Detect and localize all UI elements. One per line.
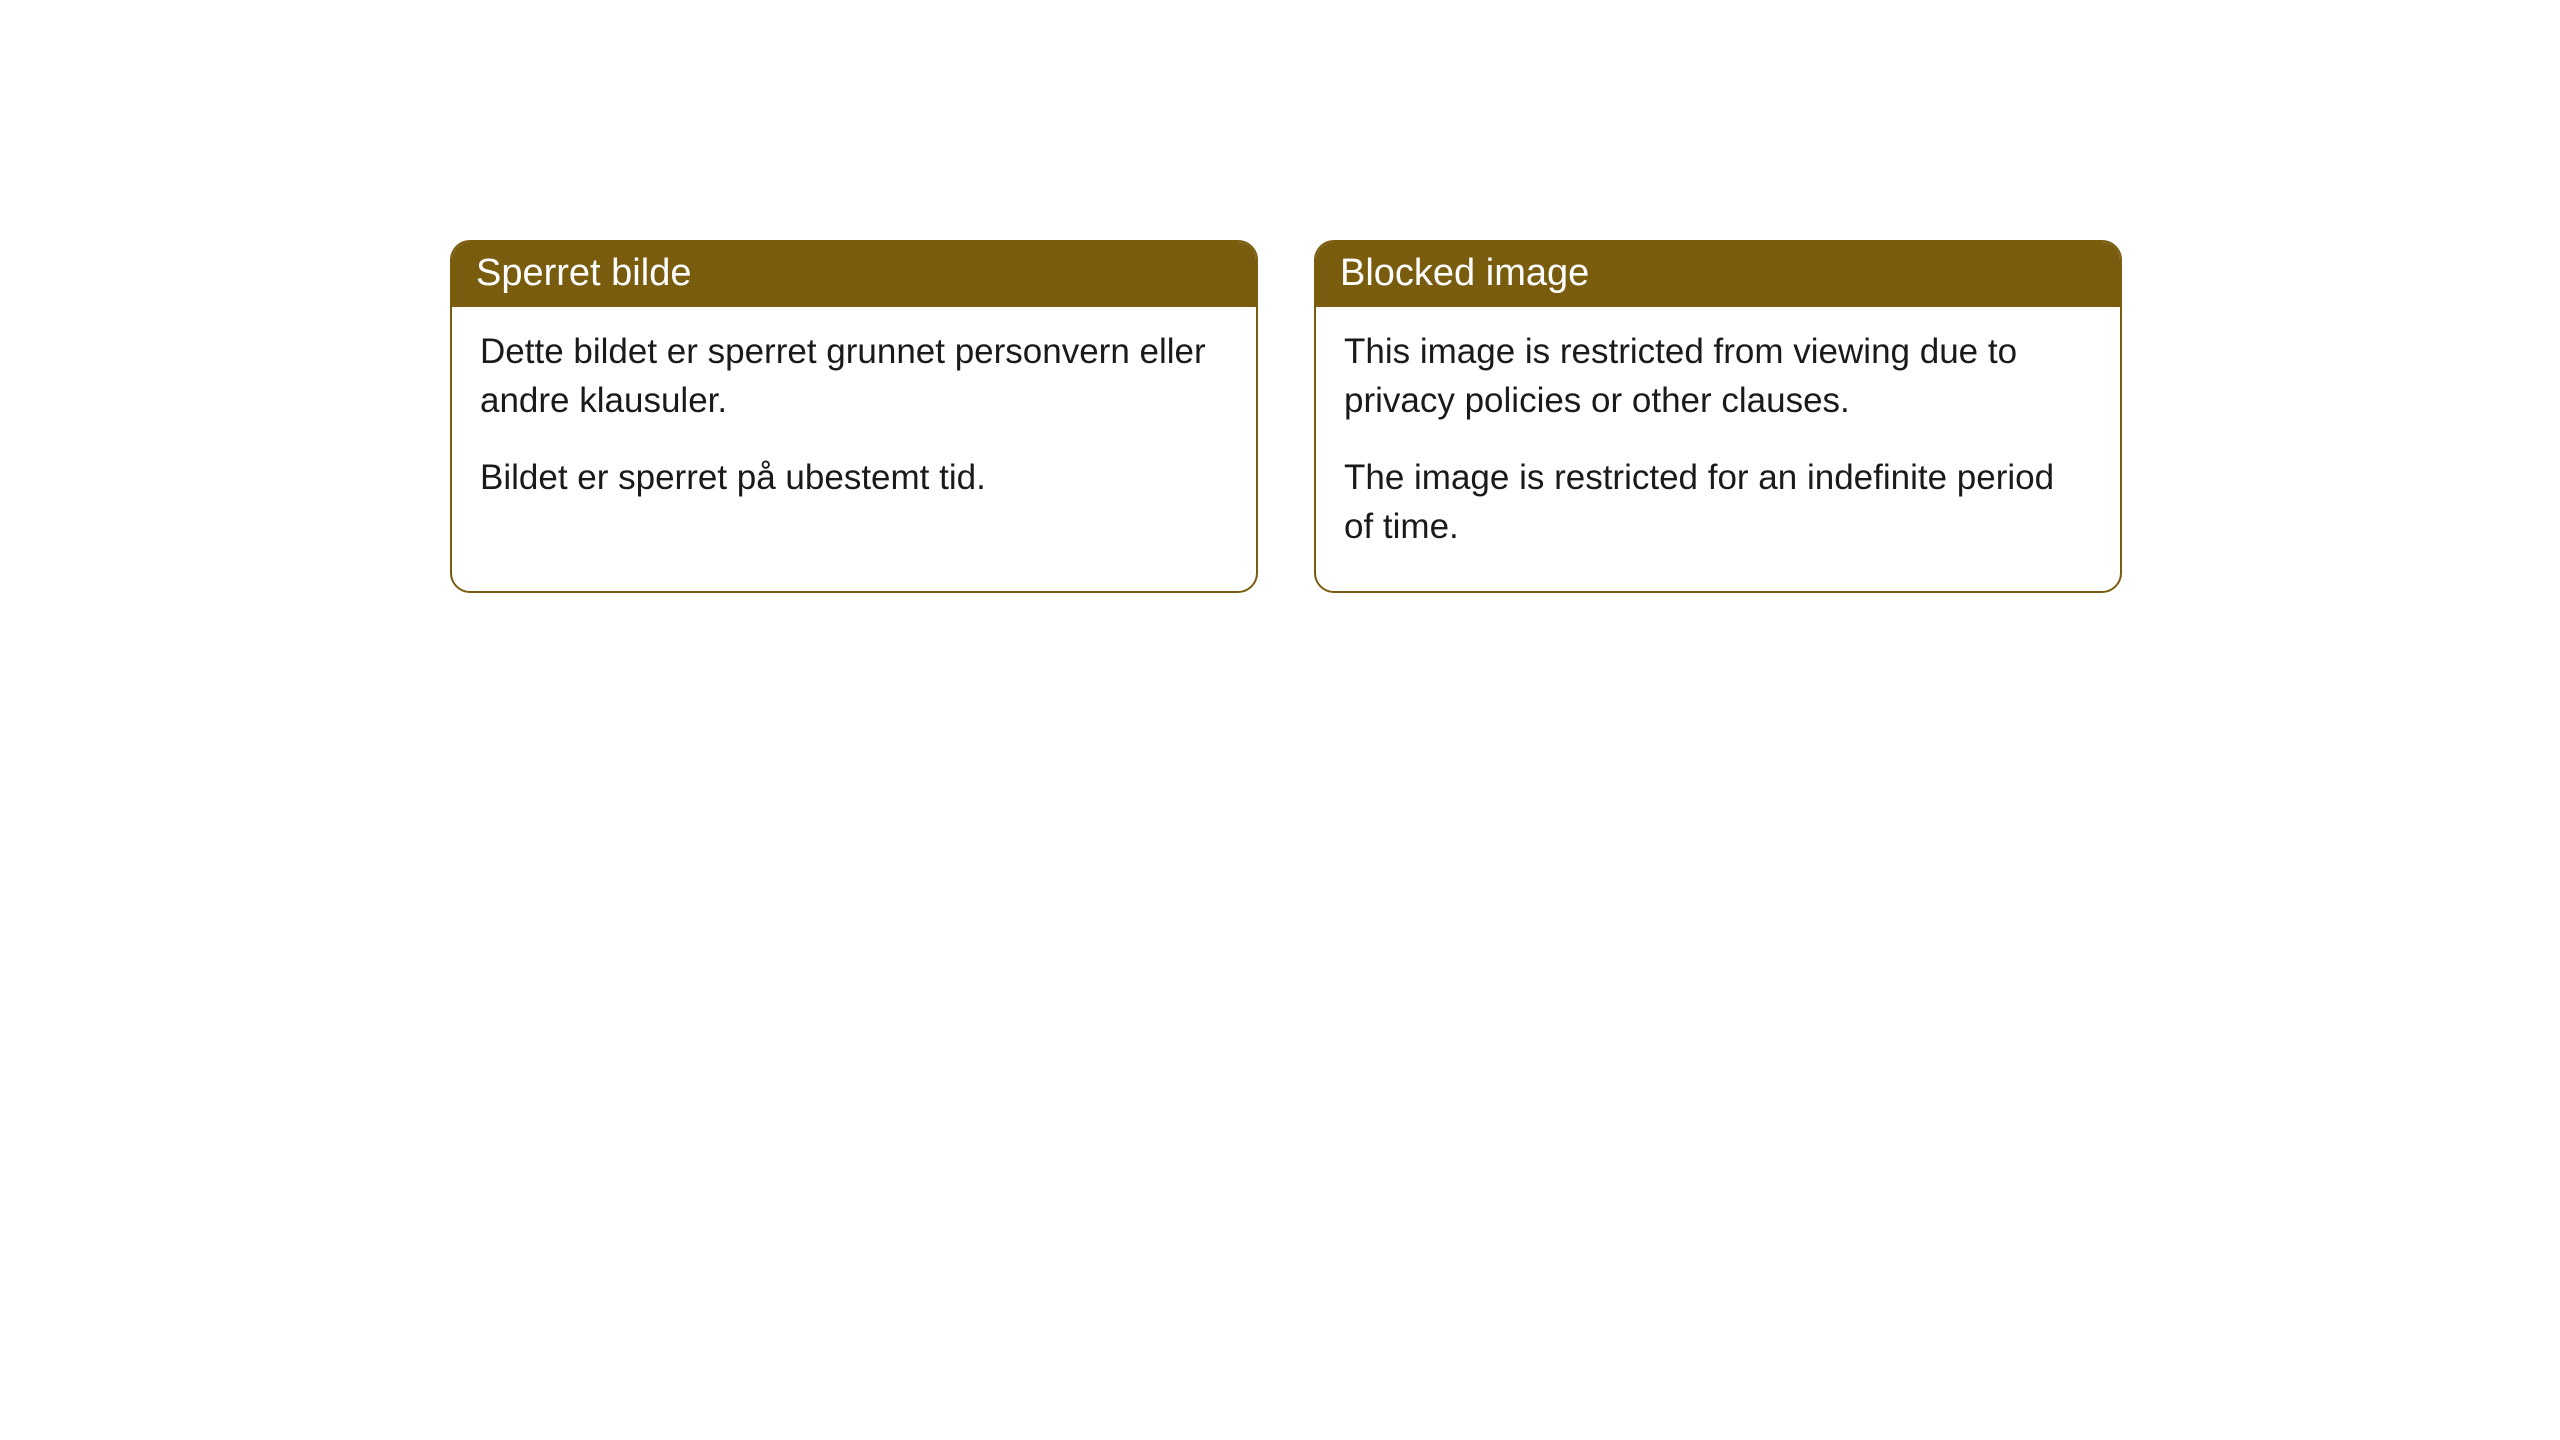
card-paragraph: The image is restricted for an indefinit… — [1344, 453, 2092, 551]
notice-card-norwegian: Sperret bilde Dette bildet er sperret gr… — [450, 240, 1258, 593]
card-header: Sperret bilde — [452, 242, 1256, 307]
card-paragraph: This image is restricted from viewing du… — [1344, 327, 2092, 425]
card-title: Sperret bilde — [476, 252, 691, 294]
card-body: This image is restricted from viewing du… — [1316, 307, 2120, 591]
card-paragraph: Dette bildet er sperret grunnet personve… — [480, 327, 1228, 425]
card-body: Dette bildet er sperret grunnet personve… — [452, 307, 1256, 542]
notice-card-english: Blocked image This image is restricted f… — [1314, 240, 2122, 593]
card-title: Blocked image — [1340, 252, 1589, 294]
card-paragraph: Bildet er sperret på ubestemt tid. — [480, 453, 1228, 502]
card-header: Blocked image — [1316, 242, 2120, 307]
notice-cards-container: Sperret bilde Dette bildet er sperret gr… — [450, 240, 2122, 593]
